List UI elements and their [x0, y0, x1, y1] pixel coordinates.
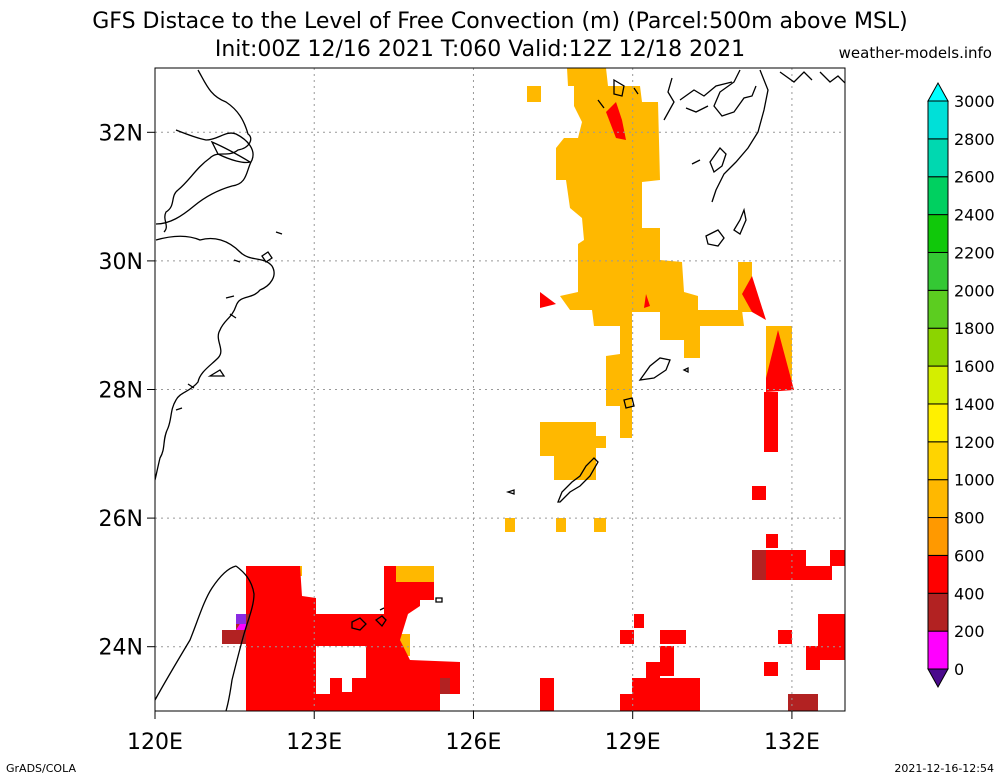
colorbar-box	[927, 176, 949, 216]
x-tick-label: 123E	[286, 730, 342, 755]
title-line-2: Init:00Z 12/16 2021 T:060 Valid:12Z 12/1…	[214, 37, 746, 62]
footer-right: 2021-12-16-12:54	[894, 762, 994, 775]
colorbar-label: 2200	[954, 243, 995, 262]
y-tick-label: 28N	[99, 379, 143, 404]
colorbar-label: 200	[954, 622, 985, 641]
colorbar-label: 800	[954, 509, 985, 528]
colorbar-box	[927, 479, 949, 519]
x-tick-label: 126E	[446, 730, 502, 755]
colorbar-box	[927, 100, 949, 140]
colorbar-label: 2400	[954, 206, 995, 225]
colorbar-box	[927, 441, 949, 481]
colorbar-box	[927, 630, 949, 670]
x-tick-label: 132E	[764, 730, 820, 755]
colorbar-box	[927, 251, 949, 291]
field-lowvalues	[222, 550, 818, 711]
colorbar-label: 1000	[954, 471, 995, 490]
colorbar-label: 1200	[954, 433, 995, 452]
colorbar-label: 1400	[954, 395, 995, 414]
colorbar-label: 3000	[954, 92, 995, 111]
colorbar-label: 400	[954, 584, 985, 603]
field-gaps	[316, 646, 366, 694]
y-tick-label: 24N	[99, 636, 143, 661]
colorbar-label: 600	[954, 546, 985, 565]
x-axis: 120E 123E 126E 129E 132E	[127, 711, 820, 755]
footer-left: GrADS/COLA	[6, 762, 76, 775]
colorbar-box	[927, 138, 949, 178]
y-axis: 24N 26N 28N 30N 32N	[99, 121, 155, 661]
colorbar-box	[927, 592, 949, 632]
field-layer	[222, 68, 845, 711]
colorbar-box	[927, 403, 949, 443]
colorbar-box	[927, 214, 949, 253]
field-red	[246, 102, 845, 711]
colorbar-label: 2600	[954, 168, 995, 187]
gridlines	[155, 68, 845, 711]
colorbar-label: 0	[954, 660, 964, 679]
colorbar-box	[927, 327, 949, 367]
coastlines	[155, 69, 845, 711]
colorbar-arrow-top	[927, 81, 949, 102]
y-tick-label: 32N	[99, 121, 143, 146]
colorbar-label: 2800	[954, 130, 995, 149]
colorbar-box	[927, 289, 949, 329]
site-label: weather-models.info	[838, 44, 992, 62]
colorbar-box	[927, 517, 949, 556]
colorbar: 0 200 400 600 800 1000 1200 1400 1600 1800 2000 220…	[927, 81, 995, 689]
y-tick-label: 26N	[99, 507, 143, 532]
colorbar-arrow-bottom	[927, 668, 949, 689]
field-orange	[246, 68, 792, 676]
x-tick-label: 129E	[605, 730, 661, 755]
title-line-1: GFS Distace to the Level of Free Convect…	[92, 9, 908, 34]
colorbar-label: 1600	[954, 357, 995, 376]
x-tick-label: 120E	[127, 730, 183, 755]
colorbar-label: 1800	[954, 319, 995, 338]
colorbar-box	[927, 554, 949, 594]
colorbar-label: 2000	[954, 281, 995, 300]
y-tick-label: 30N	[99, 250, 143, 275]
colorbar-box	[927, 365, 949, 405]
